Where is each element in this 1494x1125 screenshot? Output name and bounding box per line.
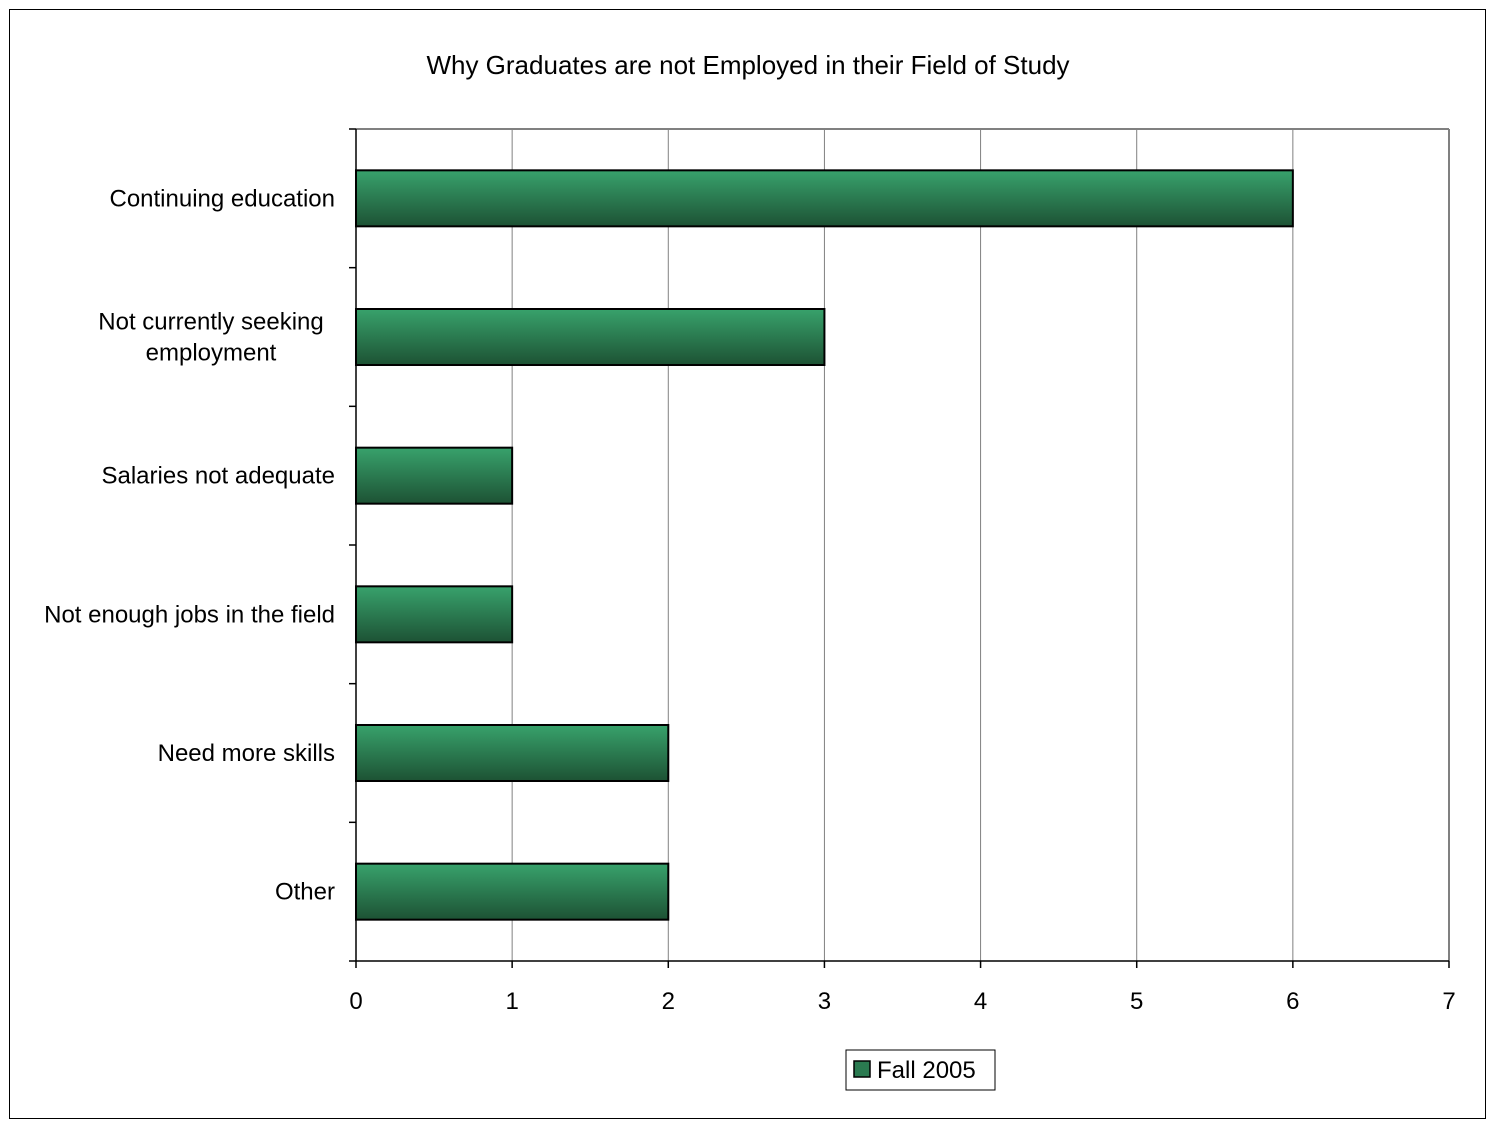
x-tick-label-7: 7: [1442, 988, 1455, 1015]
gridlines: [511, 129, 1450, 961]
x-tick-label-0: 0: [349, 988, 362, 1015]
legend-swatch: [853, 1060, 871, 1078]
category-label-4: Need more skills: [158, 740, 335, 767]
category-label-1: Not currently seeking employment: [98, 309, 323, 367]
x-tick-label-6: 6: [1286, 988, 1299, 1015]
bar-3: [355, 585, 514, 644]
category-labels: Continuing education Not currently seekin…: [44, 185, 335, 905]
x-tick-labels: 0 1 2 3 4 5 6 7: [349, 988, 1455, 1015]
category-label-1-line-1: employment: [146, 340, 277, 367]
x-tick-label-1: 1: [505, 988, 518, 1015]
bar-1: [355, 308, 826, 366]
legend: Fall 2005: [845, 1049, 996, 1091]
category-label-1-line-0: Not currently seeking: [98, 309, 323, 336]
bar-0: [355, 169, 1294, 228]
x-tick-label-2: 2: [662, 988, 675, 1015]
legend-box: [845, 1049, 996, 1091]
category-label-5: Other: [275, 879, 335, 906]
category-label-3: Not enough jobs in the field: [44, 601, 335, 628]
bar-2: [355, 446, 514, 505]
bar-5: [355, 862, 670, 921]
legend-label: Fall 2005: [877, 1057, 976, 1084]
category-label-2: Salaries not adequate: [101, 463, 335, 490]
chart-title: Why Graduates are not Employed in their …: [426, 50, 1069, 80]
x-tick-label-3: 3: [818, 988, 831, 1015]
bars: [355, 169, 1294, 921]
bar-4: [355, 724, 670, 782]
category-label-0: Continuing education: [109, 185, 335, 212]
axes: [349, 128, 1450, 968]
x-tick-label-4: 4: [974, 988, 987, 1015]
x-tick-label-5: 5: [1130, 988, 1143, 1015]
chart-frame: Why Graduates are not Employed in their …: [9, 9, 1486, 1119]
bar-chart: Why Graduates are not Employed in their …: [44, 50, 1456, 1091]
